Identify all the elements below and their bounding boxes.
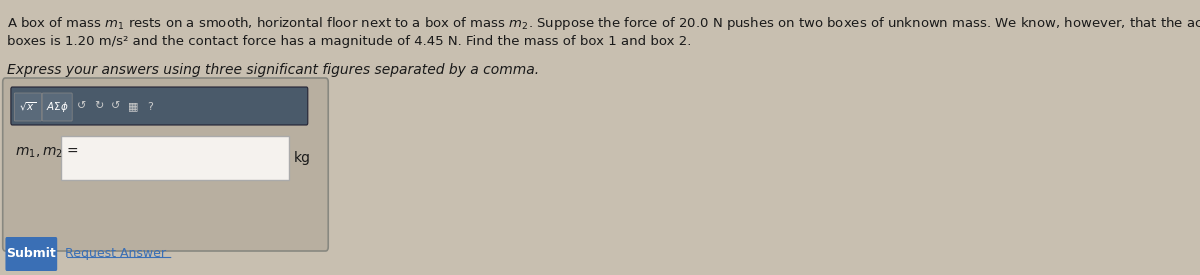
Text: boxes is 1.20 m/s² and the contact force has a magnitude of 4.45 N. Find the mas: boxes is 1.20 m/s² and the contact force… xyxy=(7,35,691,48)
Text: $\sqrt{x}$: $\sqrt{x}$ xyxy=(19,100,36,113)
FancyBboxPatch shape xyxy=(61,136,289,180)
Text: $A\Sigma\phi$: $A\Sigma\phi$ xyxy=(46,100,68,114)
Text: ↺: ↺ xyxy=(112,101,120,111)
FancyBboxPatch shape xyxy=(11,87,307,125)
Text: ▦: ▦ xyxy=(127,101,138,111)
FancyBboxPatch shape xyxy=(42,93,72,121)
FancyBboxPatch shape xyxy=(14,93,42,121)
Text: Express your answers using three significant figures separated by a comma.: Express your answers using three signifi… xyxy=(7,63,539,77)
Text: $m_1, m_2$ =: $m_1, m_2$ = xyxy=(14,146,79,160)
Text: kg: kg xyxy=(294,151,311,165)
Text: A box of mass $m_1$ rests on a smooth, horizontal floor next to a box of mass $m: A box of mass $m_1$ rests on a smooth, h… xyxy=(7,15,1200,32)
Text: ?: ? xyxy=(146,101,152,111)
Text: ↺: ↺ xyxy=(77,101,86,111)
Text: Request Answer: Request Answer xyxy=(65,247,166,260)
Text: Submit: Submit xyxy=(6,247,56,260)
FancyBboxPatch shape xyxy=(6,237,58,271)
FancyBboxPatch shape xyxy=(2,78,329,251)
Text: ↻: ↻ xyxy=(94,101,103,111)
